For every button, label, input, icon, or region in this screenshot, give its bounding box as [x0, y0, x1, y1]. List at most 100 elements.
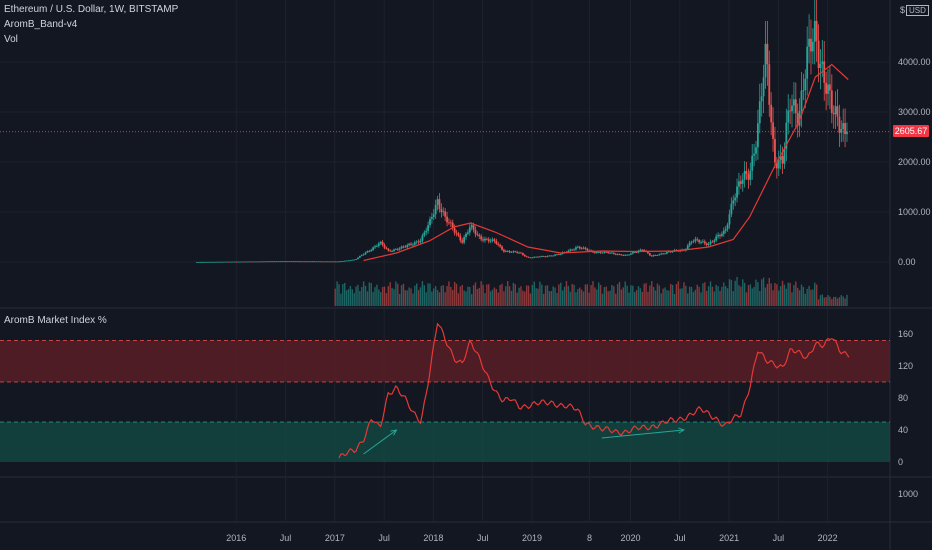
- indicator-vol-label[interactable]: Vol: [4, 34, 18, 45]
- candle-body: [277, 261, 280, 263]
- candle-body: [537, 256, 539, 258]
- candle-body: [347, 260, 350, 262]
- volume-bar: [571, 283, 573, 306]
- candle-body: [330, 261, 333, 263]
- volume-bar: [776, 284, 778, 306]
- candle-body: [374, 246, 376, 248]
- volume-bar: [459, 286, 462, 306]
- x-tick-label: Jul: [773, 533, 785, 543]
- candle-body: [275, 261, 278, 263]
- candle-body: [444, 211, 447, 217]
- divergence-arrow-head: [390, 429, 398, 436]
- volume-bar: [755, 279, 757, 306]
- candle-body: [328, 261, 331, 263]
- volume-bar: [800, 284, 803, 306]
- volume-bar: [582, 291, 585, 306]
- candle-body: [777, 159, 780, 169]
- candle-body: [440, 209, 443, 213]
- volume-bar: [565, 281, 568, 306]
- candle-body: [220, 261, 223, 263]
- volume-bar: [556, 293, 558, 306]
- candle-body: [588, 250, 591, 252]
- volume-bar: [798, 290, 801, 306]
- volume-bar: [495, 288, 498, 306]
- volume-bar: [827, 295, 829, 306]
- candle-body: [453, 228, 456, 233]
- candle-body: [690, 241, 693, 243]
- y-tick-label: 3000.00: [898, 107, 931, 117]
- volume-bar: [726, 288, 729, 306]
- candle-body: [360, 255, 363, 256]
- volume-bar: [654, 290, 657, 306]
- volume-bar: [681, 288, 683, 306]
- volume-bar: [715, 284, 717, 306]
- candle-body: [503, 249, 505, 252]
- volume-bar: [700, 292, 702, 306]
- candle-body: [214, 261, 217, 263]
- volume-bar: [760, 279, 763, 306]
- candle-body: [480, 236, 483, 240]
- candle-body: [758, 101, 761, 124]
- candle-body: [512, 251, 515, 253]
- volume-bar: [368, 282, 371, 306]
- candle-body: [472, 225, 475, 230]
- volume-bar: [548, 291, 551, 306]
- candle-body: [269, 261, 272, 263]
- volume-bar: [446, 285, 448, 306]
- index-y-tick-label: 160: [898, 329, 913, 339]
- candle-body: [595, 252, 598, 254]
- candle-body: [493, 239, 496, 241]
- candle-body: [285, 261, 287, 263]
- candle-body: [785, 122, 788, 149]
- volume-bar: [692, 291, 695, 306]
- volume-bar: [461, 284, 463, 306]
- candle-body: [724, 229, 727, 231]
- candle-body: [228, 261, 230, 263]
- volume-bar: [723, 282, 725, 306]
- candle-body: [468, 227, 471, 233]
- volume-bar: [531, 284, 534, 306]
- volume-bar: [421, 281, 424, 306]
- candle-body: [671, 251, 674, 253]
- candle-body: [449, 222, 452, 224]
- volume-bar: [497, 292, 499, 306]
- candle-body: [844, 123, 846, 135]
- candle-body: [383, 244, 386, 248]
- volume-bar: [821, 294, 824, 306]
- volume-bar: [567, 285, 570, 306]
- candle-body: [815, 20, 818, 41]
- market-index-title[interactable]: AromB Market Index %: [4, 315, 107, 326]
- volume-bar: [611, 284, 613, 306]
- candle-body: [548, 255, 551, 257]
- candle-body: [309, 261, 312, 263]
- volume-bar: [743, 282, 746, 306]
- volume-bar: [781, 280, 784, 306]
- volume-bar: [393, 289, 395, 306]
- index-y-tick-label: 80: [898, 393, 908, 403]
- candle-body: [694, 239, 697, 242]
- candle-body: [573, 249, 575, 251]
- volume-bar: [535, 288, 537, 306]
- candle-body: [760, 96, 763, 102]
- volume-bar: [362, 281, 365, 306]
- volume-bar: [785, 288, 788, 306]
- candle-body: [230, 261, 232, 263]
- volume-bar: [675, 284, 678, 306]
- volume-bar: [525, 285, 528, 306]
- candle-body: [605, 251, 608, 253]
- candle-body: [302, 261, 304, 263]
- volume-bar: [844, 298, 846, 306]
- volume-bar: [404, 290, 407, 306]
- x-tick-label: 2021: [719, 533, 739, 543]
- volume-bar: [639, 288, 642, 306]
- indicator-band-label[interactable]: AromB_Band-v4: [4, 19, 78, 30]
- volume-bar: [594, 287, 596, 306]
- volume-bar: [577, 289, 579, 306]
- candle-body: [787, 110, 790, 123]
- axis-currency-label[interactable]: $ USD: [900, 5, 929, 16]
- volume-bar: [838, 297, 841, 306]
- volume-bar: [488, 284, 490, 306]
- candle-body: [497, 243, 500, 245]
- volume-bar: [745, 292, 748, 306]
